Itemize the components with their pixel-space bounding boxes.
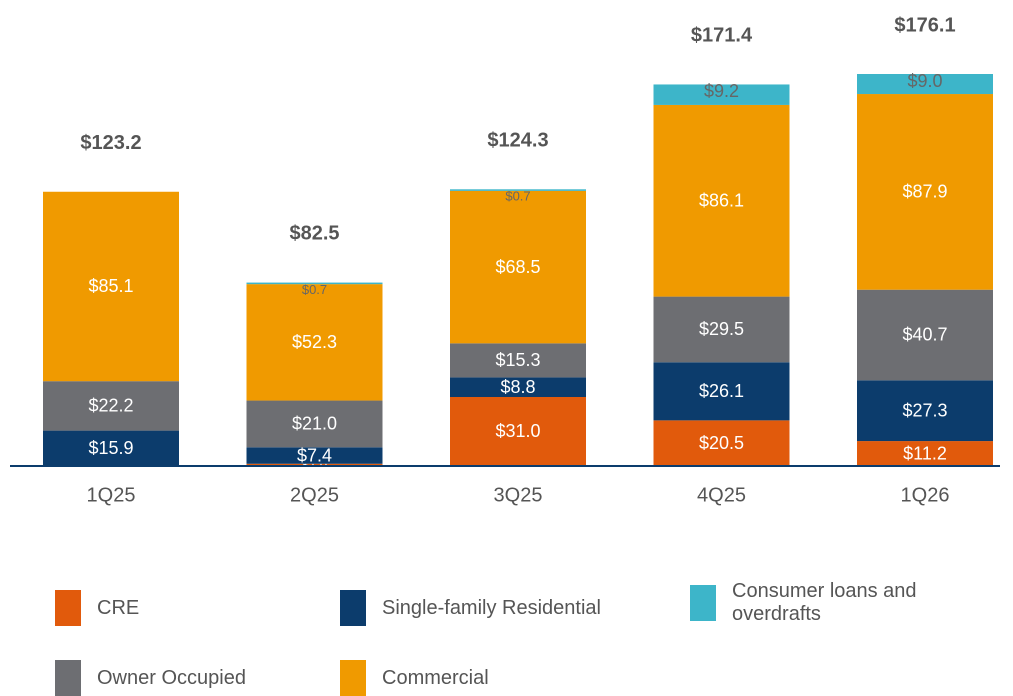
bar-segment xyxy=(653,296,790,363)
x-tick-label: 1Q26 xyxy=(901,484,950,506)
bar-segment xyxy=(450,189,586,191)
total-label: $176.1 xyxy=(894,14,955,36)
legend-label: CRE xyxy=(97,596,140,619)
legend-item: Single-family Residential xyxy=(340,590,601,626)
total-label: $82.5 xyxy=(289,223,339,245)
data-label: $27.3 xyxy=(902,400,947,420)
bar-segment xyxy=(43,191,179,382)
bar-segment xyxy=(450,190,586,344)
bar-segment xyxy=(246,282,383,285)
data-label: $29.5 xyxy=(699,319,744,339)
data-label: $7.4 xyxy=(297,445,332,465)
data-label: $40.7 xyxy=(902,325,947,345)
bar-segment xyxy=(450,396,586,466)
data-label: $22.2 xyxy=(88,396,133,416)
bar-segment xyxy=(246,400,383,448)
bar-segment xyxy=(246,284,383,401)
data-label: $15.9 xyxy=(88,438,133,458)
data-label: $31.0 xyxy=(495,421,540,441)
data-label: $85.1 xyxy=(88,276,133,296)
legend-label: Consumer loans and overdrafts xyxy=(732,580,917,625)
legend-swatch xyxy=(340,590,366,626)
data-label: $9.2 xyxy=(704,81,739,101)
bar-segment xyxy=(246,447,383,464)
bar-segment xyxy=(450,343,586,378)
legend-label: Single-family Residential xyxy=(382,596,601,619)
data-label: $9.0 xyxy=(907,71,942,91)
bar-segment xyxy=(857,74,993,95)
legend-swatch xyxy=(690,585,716,621)
total-label: $123.2 xyxy=(80,132,141,154)
legend-label: Owner Occupied xyxy=(97,666,246,689)
bar-segment xyxy=(450,377,586,397)
bar-segment xyxy=(857,289,993,381)
bar-segment xyxy=(246,463,383,466)
x-tick-label: 1Q25 xyxy=(87,484,136,506)
data-label: $11.2 xyxy=(903,443,947,463)
chart: $15.9$22.2$85.1$123.21Q25$1.0$7.4$21.0$5… xyxy=(10,14,1000,506)
data-label: $86.1 xyxy=(699,191,744,211)
data-label: $15.3 xyxy=(495,350,540,370)
data-label: $0.7 xyxy=(505,189,530,204)
data-label: $0.7 xyxy=(302,282,327,297)
data-label: $8.8 xyxy=(500,377,535,397)
legend-label: Commercial xyxy=(382,666,489,689)
bar-segment xyxy=(653,104,790,297)
bar-segment xyxy=(653,362,790,421)
legend-item: Consumer loans and overdrafts xyxy=(690,580,950,626)
bar-segment xyxy=(43,430,179,466)
data-label: $52.3 xyxy=(292,332,337,352)
data-label: $87.9 xyxy=(902,182,947,202)
total-label: $124.3 xyxy=(487,130,548,152)
data-label: $21.0 xyxy=(292,414,337,434)
data-label: $20.5 xyxy=(699,433,744,453)
x-tick-label: 3Q25 xyxy=(494,484,543,506)
legend-swatch xyxy=(55,660,81,696)
data-label: $26.1 xyxy=(699,381,744,401)
bar-segment xyxy=(857,94,993,290)
legend-item: CRE xyxy=(55,590,139,626)
x-tick-label: 2Q25 xyxy=(290,484,339,506)
bar-segment xyxy=(857,441,993,466)
bar-segment xyxy=(653,420,790,466)
legend-item: Owner Occupied xyxy=(55,660,246,696)
total-label: $171.4 xyxy=(691,25,753,47)
legend-swatch xyxy=(55,590,81,626)
bar-segment xyxy=(857,380,993,442)
bar-segment xyxy=(653,84,790,105)
legend-swatch xyxy=(340,660,366,696)
data-label: $68.5 xyxy=(495,257,540,277)
bar-segment xyxy=(43,381,179,431)
x-tick-label: 4Q25 xyxy=(697,484,746,506)
legend-item: Commercial xyxy=(340,660,489,696)
